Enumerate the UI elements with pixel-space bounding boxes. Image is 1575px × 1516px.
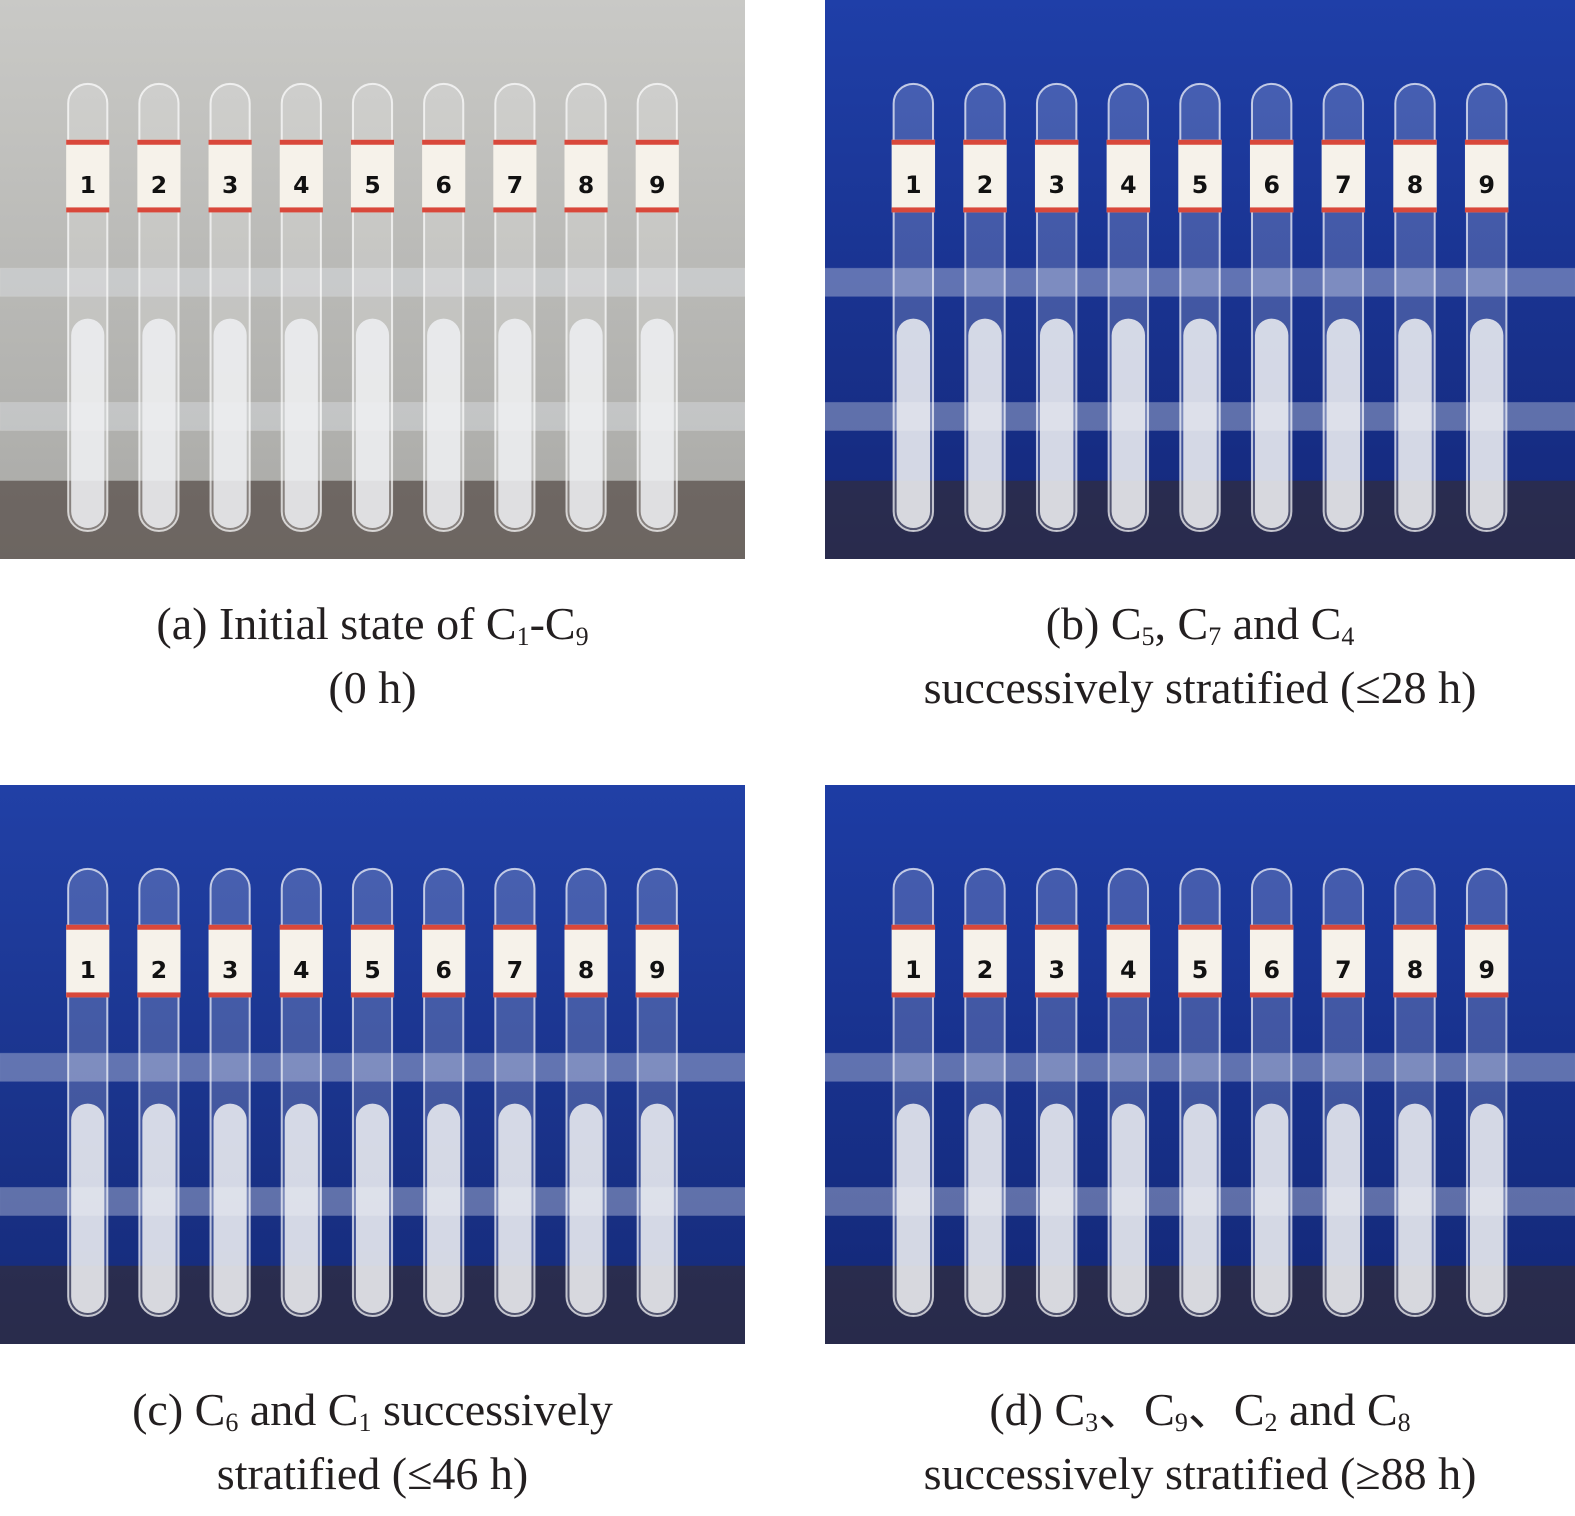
test-tube: 2 [137, 867, 181, 1318]
test-tube: 6 [422, 82, 466, 533]
tube-photo-svg: 1 2 3 4 5 6 7 8 9 [825, 0, 1575, 559]
tube-photo-svg: 1 2 3 4 5 6 7 8 9 [825, 785, 1575, 1344]
tube-number-label: 8 [578, 171, 594, 199]
test-tube: 9 [1464, 82, 1509, 533]
test-tube: 1 [891, 82, 936, 533]
tube-photo-svg: 1 2 3 4 5 6 7 8 9 [0, 785, 745, 1344]
tube-number-label: 7 [507, 956, 523, 984]
tube-number-label: 2 [151, 956, 167, 984]
tube-number-label: 3 [1048, 171, 1064, 199]
tube-number-label: 1 [905, 171, 921, 199]
test-tube: 5 [350, 867, 395, 1318]
rack-shelf [0, 267, 745, 297]
test-tube: 4 [1106, 867, 1151, 1318]
test-tube: 3 [1034, 867, 1079, 1318]
test-tube: 3 [208, 867, 252, 1318]
test-tube: 1 [66, 867, 110, 1318]
caption-a: (a) Initial state of C1-C9 (0 h) [0, 592, 745, 720]
caption-c-line2: stratified (≤46 h) [216, 1448, 529, 1499]
caption-a-line1: (a) Initial state of C1-C9 [156, 598, 589, 651]
tube-number-label: 8 [1407, 171, 1423, 199]
test-tube: 1 [891, 867, 936, 1318]
tube-number-label: 8 [578, 956, 594, 984]
test-tube: 9 [1464, 867, 1509, 1318]
tube-number-label: 2 [977, 956, 993, 984]
tube-number-label: 5 [1192, 956, 1208, 984]
caption-b-line1: (b) C5, C7 and C4 [1045, 598, 1355, 651]
test-tube: 3 [208, 82, 252, 533]
test-tube: 5 [350, 82, 395, 533]
photo-a-initial-state: 1 2 3 4 5 6 7 8 9 [0, 0, 745, 559]
tube-number-label: 2 [977, 171, 993, 199]
test-tube: 2 [963, 867, 1007, 1318]
test-tube: 2 [963, 82, 1007, 533]
test-tube: 4 [279, 82, 323, 533]
caption-c: (c) C6 and C1 successively stratified (≤… [0, 1378, 745, 1506]
caption-d-line2: successively stratified (≥88 h) [923, 1448, 1477, 1499]
test-tube: 6 [422, 867, 466, 1318]
tube-number-label: 7 [507, 171, 523, 199]
tube-number-label: 9 [649, 171, 665, 199]
rack-shelf [825, 1052, 1575, 1082]
caption-c-line1: (c) C6 and C1 successively [132, 1384, 613, 1437]
test-tube: 2 [137, 82, 181, 533]
test-tube: 6 [1249, 867, 1294, 1318]
test-tube: 8 [1393, 867, 1437, 1318]
test-tube: 5 [1178, 867, 1222, 1318]
tube-number-label: 3 [222, 956, 238, 984]
tube-number-label: 8 [1407, 956, 1423, 984]
caption-d: (d) C3、C9、C2 and C8 successively stratif… [825, 1378, 1575, 1506]
caption-d-line1: (d) C3、C9、C2 and C8 [989, 1384, 1411, 1437]
tube-number-label: 3 [222, 171, 238, 199]
tube-number-label: 5 [364, 171, 380, 199]
caption-a-line2: (0 h) [328, 662, 417, 713]
test-tube: 9 [635, 867, 679, 1318]
tube-number-label: 4 [1120, 171, 1136, 199]
tube-number-label: 5 [1192, 171, 1208, 199]
tube-number-label: 3 [1048, 956, 1064, 984]
tube-number-label: 1 [80, 171, 96, 199]
tube-number-label: 4 [293, 956, 309, 984]
tube-number-label: 6 [436, 171, 452, 199]
tube-number-label: 1 [905, 956, 921, 984]
test-tube: 8 [564, 82, 608, 533]
tube-number-label: 6 [1263, 171, 1279, 199]
tube-number-label: 9 [1478, 956, 1494, 984]
tube-number-label: 9 [649, 956, 665, 984]
test-tube: 5 [1178, 82, 1222, 533]
test-tube: 7 [1321, 867, 1366, 1318]
caption-b: (b) C5, C7 and C4 successively stratifie… [825, 592, 1575, 720]
test-tube: 4 [279, 867, 323, 1318]
tube-number-label: 1 [80, 956, 96, 984]
test-tube: 8 [564, 867, 608, 1318]
tube-number-label: 9 [1478, 171, 1494, 199]
test-tube: 7 [493, 82, 537, 533]
tube-number-label: 2 [151, 171, 167, 199]
tube-number-label: 6 [1263, 956, 1279, 984]
test-tube: 4 [1106, 82, 1151, 533]
tube-number-label: 5 [364, 956, 380, 984]
rack-shelf [825, 267, 1575, 297]
photo-d-stratified-88h: 1 2 3 4 5 6 7 8 9 [825, 785, 1575, 1344]
tube-number-label: 7 [1335, 956, 1351, 984]
test-tube: 7 [493, 867, 537, 1318]
test-tube: 1 [66, 82, 110, 533]
test-tube: 7 [1321, 82, 1366, 533]
tube-photo-svg: 1 2 3 4 5 6 7 8 9 [0, 0, 745, 559]
tube-number-label: 6 [436, 956, 452, 984]
tube-number-label: 4 [293, 171, 309, 199]
rack-shelf [0, 1052, 745, 1082]
test-tube: 9 [635, 82, 679, 533]
photo-b-stratified-28h: 1 2 3 4 5 6 7 8 9 [825, 0, 1575, 559]
caption-b-line2: successively stratified (≤28 h) [923, 662, 1477, 713]
tube-number-label: 7 [1335, 171, 1351, 199]
test-tube: 6 [1249, 82, 1294, 533]
photo-c-stratified-46h: 1 2 3 4 5 6 7 8 9 [0, 785, 745, 1344]
tube-number-label: 4 [1120, 956, 1136, 984]
test-tube: 3 [1034, 82, 1079, 533]
test-tube: 8 [1393, 82, 1437, 533]
